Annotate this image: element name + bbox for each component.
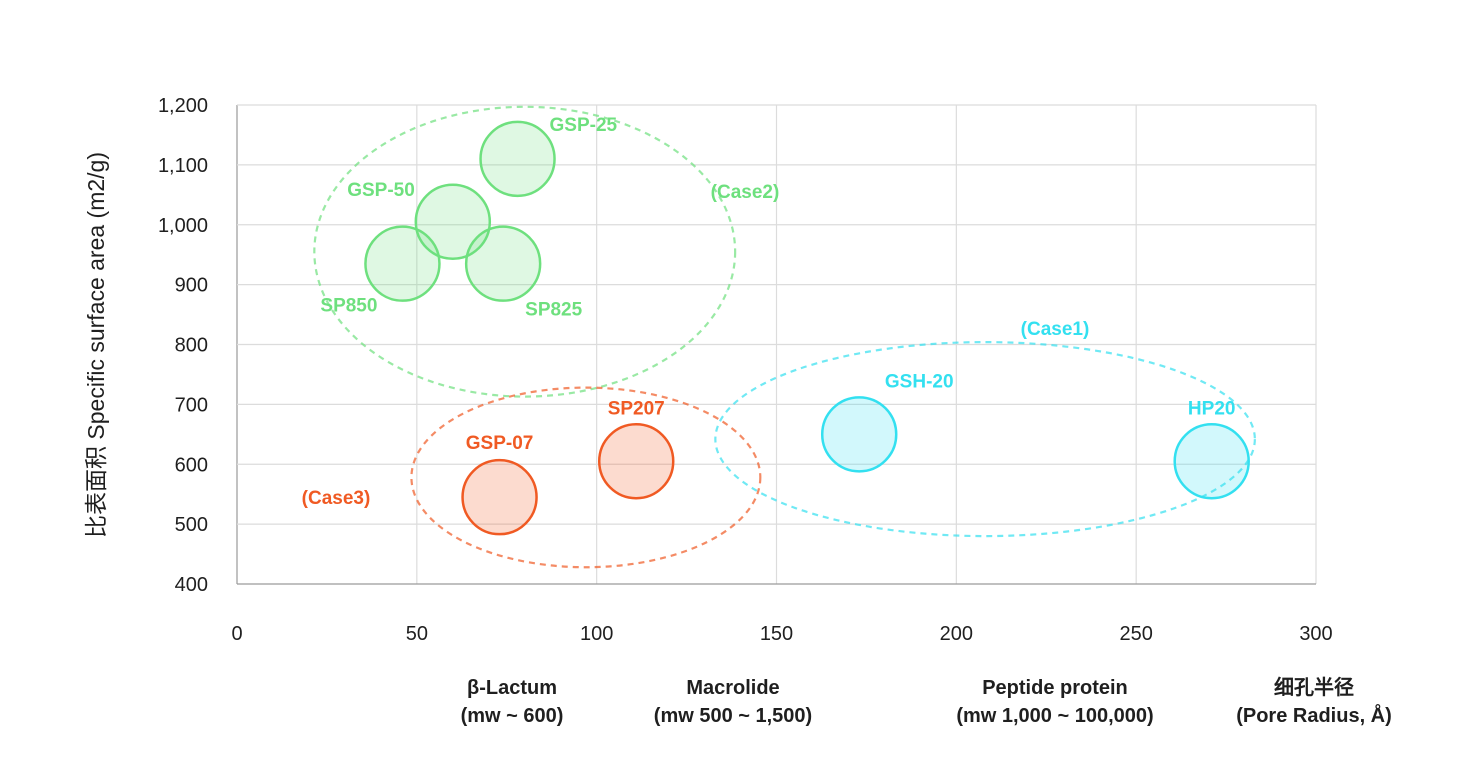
y-tick-label: 900 — [175, 275, 208, 297]
bubble-gsp-07 — [461, 458, 538, 536]
bubble-sp207 — [597, 423, 675, 500]
x-tick-label: 150 — [760, 623, 793, 645]
bubble-label-gsp-07: GSP-07 — [466, 433, 534, 454]
x-tick-label: 50 — [406, 623, 428, 645]
y-tick-label: 1,100 — [158, 155, 208, 177]
bubble-label-gsp-25: GSP-25 — [550, 115, 618, 136]
case-label-case2: (Case2) — [711, 182, 780, 203]
y-tick-label: 800 — [175, 335, 208, 357]
x-tick-label: 300 — [1299, 623, 1332, 645]
x-category-labels: β-Lactum (mw ~ 600) Macrolide (mw 500 ~ 1,5… — [461, 675, 1392, 727]
ellipse-case3 — [410, 386, 762, 569]
case-label-case3: (Case3) — [302, 488, 371, 509]
bubble-sp850 — [364, 225, 441, 302]
y-tick-label: 1,000 — [158, 215, 208, 237]
y-tick-label: 400 — [175, 574, 208, 596]
bubble-labels: GSP-25 GSP-50 SP850 SP825 GSP-07 SP207 GSH-20 H… — [320, 115, 1235, 454]
y-tick-label: 700 — [175, 394, 208, 416]
category-label-line2: (mw 500 ~ 1,500) — [654, 705, 812, 727]
bubble-label-sp850: SP850 — [320, 296, 377, 317]
ellipse-case1 — [714, 341, 1256, 538]
bubble-sp825 — [464, 225, 542, 302]
y-tick-label: 600 — [175, 454, 208, 476]
bubble-hp20 — [1173, 423, 1250, 500]
y-tick-label: 500 — [175, 514, 208, 536]
category-label-line2: (Pore Radius, Å) — [1236, 703, 1392, 727]
bubble-label-sp207: SP207 — [608, 398, 665, 419]
ellipse-case2 — [313, 105, 737, 398]
grid-lines — [236, 104, 1317, 585]
case-ellipses — [313, 105, 1256, 569]
y-tick-label: 1,200 — [158, 95, 208, 117]
case-labels: (Case2) (Case1) (Case3) — [302, 182, 1090, 509]
case-label-case1: (Case1) — [1021, 319, 1090, 340]
category-label-line2: (mw 1,000 ~ 100,000) — [956, 705, 1153, 727]
bubble-label-sp825: SP825 — [525, 300, 582, 321]
category-label-line1: β-Lactum — [467, 677, 557, 699]
data-bubbles — [364, 120, 1250, 536]
bubble-gsh-20 — [820, 396, 898, 473]
bubble-label-gsp-50: GSP-50 — [347, 180, 415, 201]
category-label-line1: Macrolide — [686, 677, 779, 699]
x-tick-label: 200 — [940, 623, 973, 645]
bubble-gsp-25 — [479, 120, 556, 198]
x-tick-label: 100 — [580, 623, 613, 645]
category-label-line1: 细孔半径 — [1274, 675, 1354, 699]
x-tick-label: 0 — [231, 623, 242, 645]
bubble-label-gsh-20: GSH-20 — [885, 371, 954, 392]
bubble-label-hp20: HP20 — [1188, 398, 1236, 419]
category-label-line1: Peptide protein — [982, 677, 1128, 699]
x-axis-ticks: 0 50 100 150 200 250 300 — [231, 623, 1332, 645]
y-axis-ticks: 400 500 600 700 800 900 1,000 1,100 1,200 — [158, 95, 208, 596]
category-label-line2: (mw ~ 600) — [461, 705, 564, 727]
y-axis-label: 比表面积 Specific surface area (m2/g) — [83, 152, 109, 538]
bubble-gsp-50 — [414, 183, 492, 261]
x-tick-label: 250 — [1119, 623, 1152, 645]
